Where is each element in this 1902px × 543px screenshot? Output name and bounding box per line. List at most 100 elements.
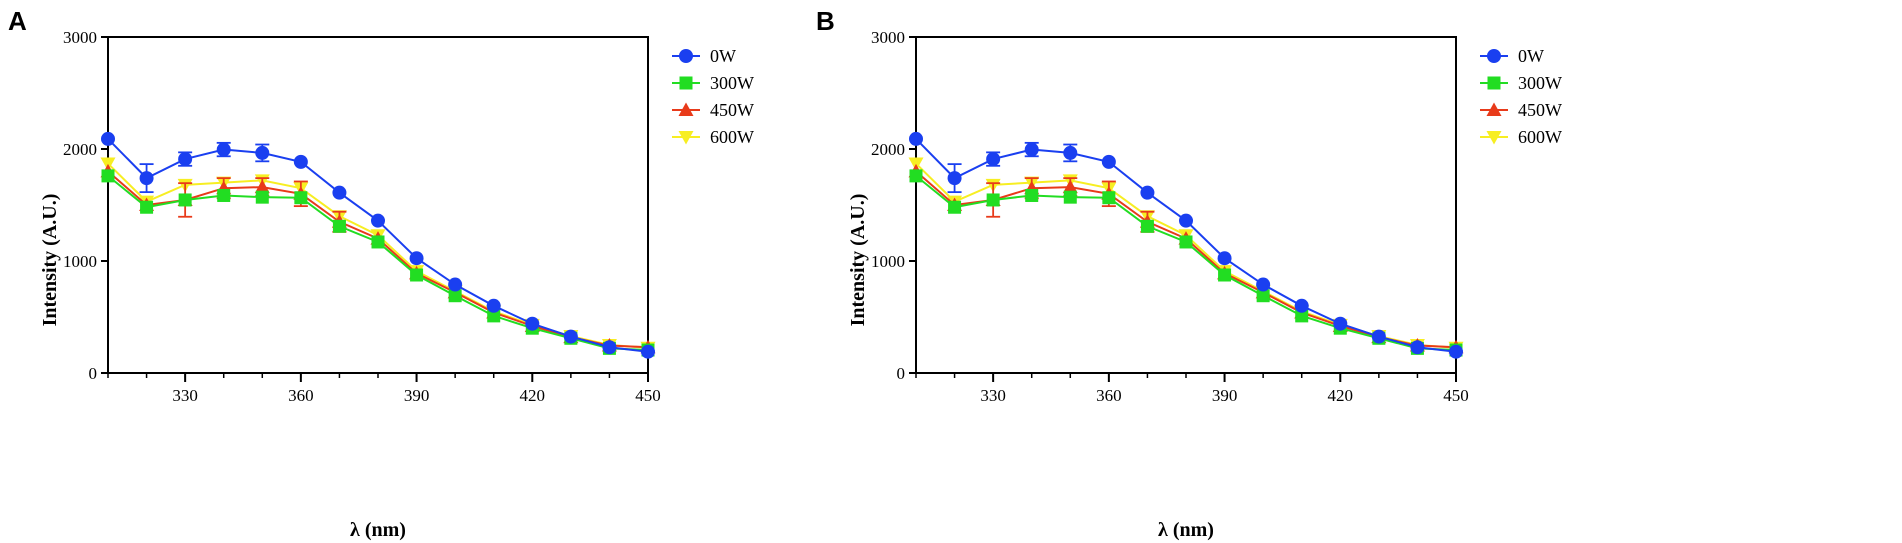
legend-label: 600W [710,127,754,147]
y-tick-label: 3000 [871,28,905,47]
series-0w [101,131,655,359]
data-point [178,193,192,207]
y-tick-label: 0 [89,364,98,383]
data-point [486,298,501,313]
x-axis-title: λ (nm) [1158,519,1214,541]
data-point [178,152,193,167]
x-tick-label: 450 [635,386,661,405]
data-point [1063,145,1078,160]
legend-label: 600W [1518,127,1562,147]
data-point [1256,277,1271,292]
y-tick-label: 3000 [63,28,97,47]
data-point [1062,179,1078,194]
legend-marker [678,102,694,116]
data-point [525,316,540,331]
data-point [1294,298,1309,313]
y-tick-label: 2000 [63,140,97,159]
x-tick-label: 360 [288,386,314,405]
series-600w [100,157,656,356]
data-point [909,169,923,183]
data-point [1025,188,1039,202]
series-300w [909,169,1463,357]
legend-label: 450W [710,100,754,120]
data-point [641,344,655,359]
data-point [410,268,424,282]
data-point [255,190,269,204]
data-point [1295,309,1309,323]
series-line [915,162,1457,349]
chart-panel-a: A Intensity (A.U.) λ (nm) 0 1000 2000 3000 3… [8,6,754,541]
series-line [107,162,649,349]
legend-label: 300W [1518,73,1562,93]
x-tick-label: 330 [980,386,1006,405]
data-point [293,154,308,169]
data-point [254,179,270,194]
data-point [448,289,462,303]
legend-label: 0W [710,46,736,66]
data-point [255,145,270,160]
data-point [1063,190,1077,204]
y-tick-label: 0 [897,364,906,383]
data-point [1333,316,1348,331]
legend-marker [1486,131,1502,145]
x-tick-label: 390 [404,386,430,405]
legend-label: 0W [1518,46,1544,66]
data-point [487,309,501,323]
data-point [602,340,617,355]
data-point [216,142,231,157]
series-450w [908,163,1464,354]
x-tick-label: 360 [1096,386,1122,405]
data-point [1371,329,1386,344]
y-tick-label: 1000 [63,252,97,271]
data-point [448,277,463,292]
legend-marker [678,131,694,145]
data-point [332,185,347,200]
x-axis-title: λ (nm) [350,519,406,541]
data-point [1140,219,1154,233]
y-axis-title: Intensity (A.U.) [39,194,61,327]
data-point [101,169,115,183]
data-point [101,131,115,146]
legend-marker [679,76,693,90]
x-tick-label: 420 [1328,386,1354,405]
data-point [1140,185,1155,200]
legend-marker [679,49,693,63]
data-point [948,200,962,214]
legend-label: 450W [1518,100,1562,120]
legend-marker [1487,76,1501,90]
data-point [986,193,1000,207]
series-300w [101,169,655,357]
panel-label: A [8,6,27,36]
panel-label: B [816,6,835,36]
data-point [409,251,424,266]
data-point [1410,340,1425,355]
series-600w [908,157,1464,356]
legend-label: 300W [710,73,754,93]
data-point [1179,213,1193,228]
x-tick-label: 420 [520,386,546,405]
data-point [947,171,962,186]
data-point [1024,142,1039,157]
x-tick-label: 330 [172,386,198,405]
y-tick-label: 1000 [871,252,905,271]
legend-marker [1486,102,1502,116]
y-axis-title: Intensity (A.U.) [847,194,869,327]
data-point [1179,235,1193,249]
data-point [1101,154,1116,169]
x-tick-label: 390 [1212,386,1238,405]
data-point [909,131,923,146]
data-point [294,191,308,205]
data-point [1449,344,1463,359]
chart-panel-b: B Intensity (A.U.) λ (nm) 0 1000 2000 3000 3… [816,6,1562,541]
data-point [1102,191,1116,205]
data-point [563,329,578,344]
data-point [371,235,385,249]
data-point [1217,251,1232,266]
y-tick-label: 2000 [871,140,905,159]
data-point [139,171,154,186]
legend-marker [1487,49,1501,63]
data-point [140,200,154,214]
x-tick-label: 450 [1443,386,1469,405]
data-point [1256,289,1270,303]
